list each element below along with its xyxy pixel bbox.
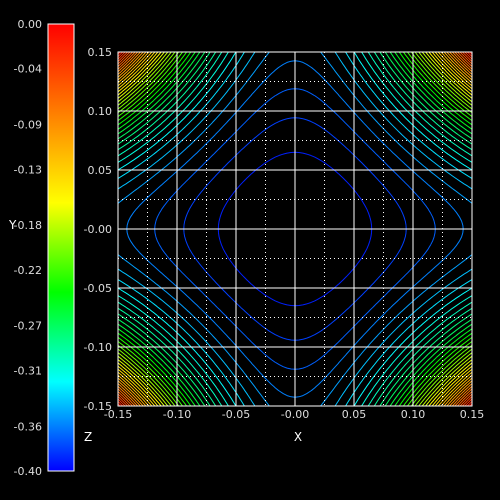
colorbar-tick-label: -0.31 [14, 364, 42, 377]
contour-level [118, 52, 472, 406]
x-tick-label: -0.00 [281, 408, 309, 421]
colorbar-tick-label: -0.27 [14, 320, 42, 333]
colorbar-tick-label: 0.00 [18, 18, 43, 31]
plot-frame [117, 51, 473, 407]
colorbar-tick-label: -0.13 [14, 163, 42, 176]
contour-level [118, 52, 472, 406]
contour-level [118, 52, 472, 406]
x-tick-label: 0.15 [460, 408, 485, 421]
colorbar-tick-label: -0.09 [14, 119, 42, 132]
contour-level [118, 52, 472, 406]
contour-level [118, 52, 472, 406]
x-tick-label: -0.05 [222, 408, 250, 421]
x-tick-label: 0.10 [401, 408, 426, 421]
contour-level [118, 52, 472, 406]
contour-level [126, 60, 464, 398]
contour-level [118, 52, 472, 406]
contour-level [118, 52, 472, 406]
y-tick-label: -0.05 [84, 282, 112, 295]
contour-level [118, 52, 472, 406]
y-tick-label: -0.10 [84, 341, 112, 354]
contour-lines [118, 52, 472, 406]
contour-level [118, 52, 472, 406]
contour-level [118, 52, 472, 406]
colorbar-ticks: 0.00 -0.04 -0.09 -0.13 -0.18 -0.22 -0.27 -0.31 -… [14, 18, 42, 478]
x-tick-labels: -0.15 -0.10 -0.05 -0.00 0.05 0.10 0.15 [104, 408, 484, 421]
y-tick-label: 0.05 [88, 164, 113, 177]
colorbar-tick-label: -0.18 [14, 219, 42, 232]
colorbar-label: Z [84, 430, 92, 444]
colorbar-tick-label: -0.40 [14, 465, 42, 478]
contour-level [118, 52, 472, 406]
y-tick-label: -0.15 [84, 400, 112, 413]
contour-level [118, 52, 472, 406]
contour-level [118, 52, 472, 406]
contour-level [118, 52, 472, 406]
contour-level [118, 52, 472, 406]
contour-level [118, 52, 472, 406]
y-axis-label: Y [8, 218, 17, 232]
contour-level [118, 52, 472, 406]
contour-level [118, 52, 472, 406]
x-tick-label: -0.10 [163, 408, 191, 421]
contour-level [118, 52, 472, 406]
contour-level [118, 52, 472, 406]
x-tick-label: -0.15 [104, 408, 132, 421]
contour-level [118, 52, 472, 406]
y-tick-label: 0.15 [88, 46, 113, 59]
contour-level [118, 52, 472, 406]
contour-level [118, 52, 472, 406]
x-tick-label: 0.05 [342, 408, 367, 421]
y-tick-label: 0.10 [88, 105, 113, 118]
contour-level [118, 52, 472, 406]
contour-level [118, 52, 472, 406]
contour-level [217, 151, 373, 307]
contour-level [118, 52, 472, 406]
contour-level [118, 52, 472, 406]
colorbar-tick-label: -0.04 [14, 63, 42, 76]
contour-level [118, 52, 472, 406]
colorbar [47, 23, 75, 472]
contour-level [118, 52, 472, 406]
y-tick-label: -0.00 [84, 223, 112, 236]
colorbar-tick-label: -0.22 [14, 264, 42, 277]
colorbar-tick-label: -0.36 [14, 420, 42, 433]
contour-level [118, 52, 472, 406]
contour-level [118, 52, 472, 406]
y-tick-labels: 0.15 0.10 0.05 -0.00 -0.05 -0.10 -0.15 [84, 46, 112, 413]
x-axis-label: X [294, 430, 302, 444]
contour-level [118, 52, 472, 406]
